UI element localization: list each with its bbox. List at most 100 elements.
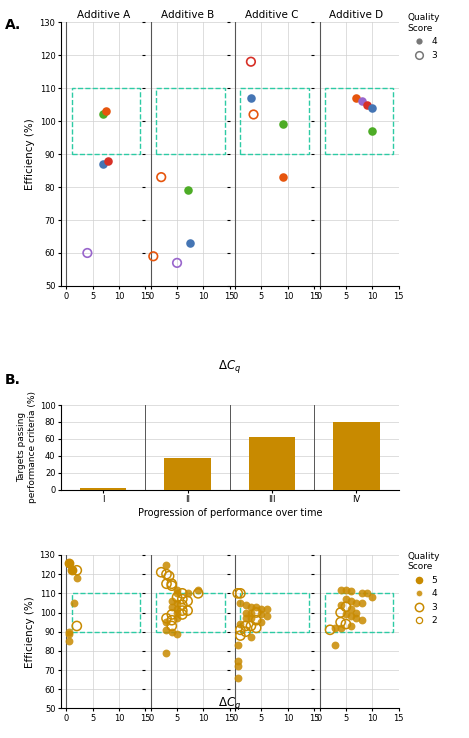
Point <box>179 587 186 599</box>
Point <box>337 599 344 611</box>
Point <box>168 595 175 607</box>
Point <box>68 565 75 576</box>
Point <box>358 95 365 107</box>
Point <box>358 614 365 626</box>
Point <box>342 593 349 605</box>
Point <box>166 570 173 582</box>
Point <box>342 601 349 613</box>
Point <box>353 607 360 618</box>
Point <box>168 609 175 621</box>
Point <box>194 587 202 599</box>
Point <box>353 597 360 609</box>
Point <box>173 591 181 603</box>
Point <box>168 601 175 613</box>
Point <box>342 609 349 621</box>
Y-axis label: Efficiency (%): Efficiency (%) <box>25 118 35 190</box>
Point <box>168 580 175 592</box>
Point <box>168 614 175 626</box>
Point <box>257 603 265 615</box>
Point <box>73 572 81 584</box>
Point <box>342 618 349 630</box>
X-axis label: Progression of performance over time: Progression of performance over time <box>137 508 322 518</box>
Point <box>187 237 194 249</box>
Point <box>163 559 170 570</box>
Point <box>163 624 170 635</box>
Title: Additive A: Additive A <box>76 10 130 20</box>
Point <box>337 616 344 628</box>
Point <box>348 603 355 615</box>
Point <box>369 102 376 114</box>
Text: B.: B. <box>5 373 21 387</box>
Point <box>234 587 242 599</box>
Point <box>163 616 170 628</box>
Bar <box>164 458 211 489</box>
Point <box>326 624 334 635</box>
Point <box>102 106 110 117</box>
Bar <box>333 422 380 489</box>
Point <box>65 626 73 638</box>
Point <box>184 595 191 607</box>
Point <box>163 578 170 590</box>
Point <box>242 626 250 638</box>
Point <box>358 597 365 609</box>
Point <box>163 613 170 624</box>
Bar <box>325 88 393 154</box>
Point <box>348 595 355 607</box>
Point <box>173 597 181 609</box>
Point <box>247 613 255 624</box>
Point <box>184 587 191 599</box>
Point <box>337 622 344 634</box>
Point <box>332 622 339 634</box>
Point <box>70 597 78 609</box>
Point <box>348 585 355 597</box>
Point <box>65 556 73 568</box>
Point <box>65 635 73 647</box>
Point <box>247 56 255 68</box>
Point <box>252 614 260 626</box>
Bar <box>240 593 309 632</box>
Point <box>242 620 250 632</box>
Point <box>236 624 244 635</box>
Point <box>158 171 165 183</box>
Point <box>247 620 255 632</box>
Point <box>173 607 181 618</box>
Point <box>173 587 181 599</box>
Point <box>105 155 112 167</box>
Point <box>184 604 191 616</box>
Point <box>83 247 91 259</box>
Text: $\Delta C_q$: $\Delta C_q$ <box>218 695 242 712</box>
Point <box>250 108 257 120</box>
Point <box>173 603 181 615</box>
Point <box>236 630 244 641</box>
Point <box>73 565 81 576</box>
Point <box>247 607 255 618</box>
Point <box>99 158 107 170</box>
Point <box>158 566 165 578</box>
Point <box>242 599 250 611</box>
Bar <box>240 88 309 154</box>
Bar <box>249 437 295 489</box>
Point <box>179 599 186 611</box>
Point <box>369 591 376 603</box>
Point <box>168 620 175 632</box>
Title: Additive D: Additive D <box>329 10 384 20</box>
Legend: 5, 4, 3, 2: 5, 4, 3, 2 <box>408 552 440 625</box>
Point <box>234 655 242 666</box>
Point <box>73 620 81 632</box>
Point <box>179 593 186 605</box>
Point <box>342 584 349 596</box>
Point <box>252 607 260 618</box>
Point <box>173 613 181 624</box>
Point <box>252 601 260 613</box>
Bar <box>156 88 225 154</box>
Point <box>257 609 265 621</box>
Point <box>348 610 355 622</box>
Point <box>247 632 255 644</box>
Point <box>337 584 344 596</box>
Point <box>332 639 339 651</box>
Bar <box>325 593 393 632</box>
Point <box>257 616 265 628</box>
Point <box>337 607 344 618</box>
Point <box>234 639 242 651</box>
Text: $\Delta C_q$: $\Delta C_q$ <box>218 358 242 375</box>
